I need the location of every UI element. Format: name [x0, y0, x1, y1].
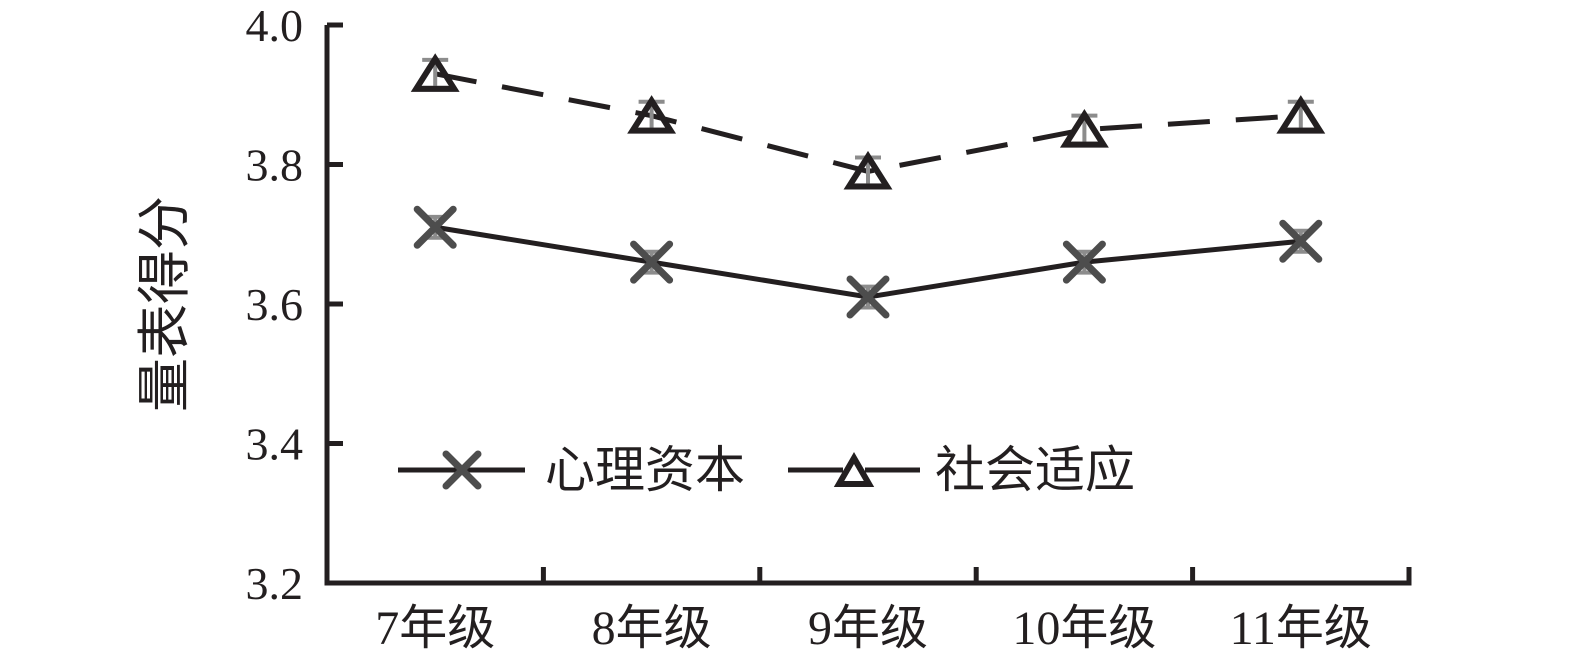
triangle-marker	[1276, 95, 1326, 134]
y-tick-label: 3.6	[246, 279, 304, 330]
x-marker	[630, 240, 674, 284]
x-tick-label: 9年级	[808, 602, 928, 655]
legend-label-1: 心理资本	[545, 442, 745, 498]
x-tick-label: 11年级	[1230, 602, 1372, 655]
x-marker	[1062, 240, 1106, 284]
y-tick-label: 3.4	[246, 419, 304, 470]
x-tick-label: 10年级	[1012, 602, 1156, 655]
x-tick-label: 7年级	[375, 602, 495, 655]
x-marker	[442, 450, 482, 490]
y-tick-label: 4.0	[246, 0, 304, 51]
x-marker	[413, 205, 457, 249]
triangle-marker	[843, 150, 893, 190]
triangle-marker	[833, 451, 875, 487]
triangle-marker	[1059, 109, 1109, 148]
y-tick-label: 3.2	[246, 558, 304, 609]
x-marker	[846, 275, 890, 319]
y-tick-label: 3.8	[246, 140, 304, 191]
triangle-marker	[627, 95, 677, 134]
triangle-marker	[410, 53, 460, 92]
x-marker	[1279, 219, 1323, 263]
y-axis-title: 量表得分	[135, 196, 195, 412]
legend-label-2: 社会适应	[935, 442, 1135, 498]
x-tick-label: 8年级	[592, 602, 712, 655]
